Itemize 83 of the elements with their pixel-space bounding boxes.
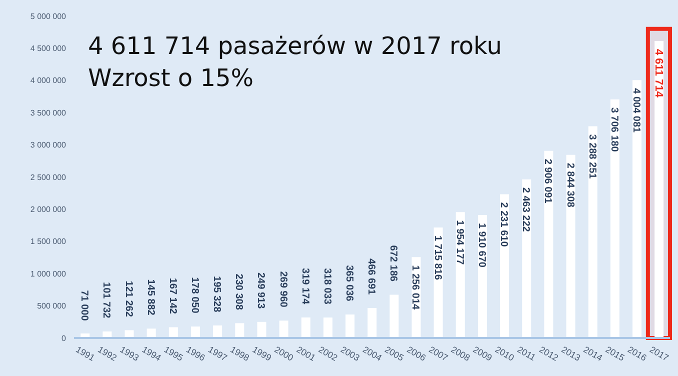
bar <box>235 323 244 338</box>
bar <box>190 326 200 338</box>
bar <box>168 327 178 338</box>
bar <box>257 322 266 338</box>
data-label: 1 256 014 <box>410 265 421 310</box>
data-label: 466 691 <box>366 258 377 296</box>
x-tick-label: 2006 <box>405 344 428 363</box>
x-tick-label: 2013 <box>560 344 582 363</box>
x-tick-label: 1991 <box>74 344 96 363</box>
x-tick-label: 1996 <box>184 344 207 363</box>
bar <box>213 325 222 338</box>
data-label: 365 036 <box>344 265 355 302</box>
data-label: 4 611 714 <box>652 49 665 98</box>
data-label: 2 231 610 <box>498 202 510 248</box>
y-tick-label: 500 000 <box>37 302 67 311</box>
bar <box>346 314 355 338</box>
data-label: 269 960 <box>277 271 288 308</box>
data-label: 1 715 816 <box>432 236 443 280</box>
data-label: 249 913 <box>255 272 266 310</box>
data-label: 145 882 <box>144 279 156 316</box>
x-tick-label: 1997 <box>206 344 229 363</box>
data-label: 178 050 <box>188 277 200 314</box>
data-label: 3 706 180 <box>608 107 620 152</box>
y-tick-label: 1 500 000 <box>30 237 67 246</box>
data-label: 319 174 <box>299 268 310 305</box>
y-tick-label: 3 500 000 <box>30 108 67 118</box>
data-label: 195 328 <box>211 276 222 313</box>
bar <box>279 320 288 338</box>
bar <box>390 294 399 338</box>
x-tick-label: 1994 <box>140 344 163 363</box>
y-tick-label: 4 500 000 <box>30 44 67 54</box>
x-tick-label: 2011 <box>516 344 538 363</box>
data-label: 2 844 308 <box>564 162 576 208</box>
y-tick-label: 0 <box>62 334 67 343</box>
data-label: 4 004 081 <box>630 88 642 134</box>
x-tick-label: 1992 <box>96 344 119 363</box>
x-tick-label: 2016 <box>626 344 648 363</box>
x-tick-label: 2000 <box>272 344 296 363</box>
data-label: 3 288 251 <box>586 134 598 180</box>
x-tick-label: 1993 <box>118 344 141 363</box>
bar <box>124 330 134 338</box>
bar <box>610 99 620 338</box>
x-tick-label: 2002 <box>316 344 340 363</box>
x-tick-label: 2004 <box>361 344 384 363</box>
y-tick-label: 3 000 000 <box>30 140 67 150</box>
x-tick-label: 2012 <box>538 344 560 363</box>
x-tick-label: 2003 <box>339 344 362 363</box>
x-tick-label: 2001 <box>294 344 318 363</box>
data-label: 101 732 <box>100 282 112 319</box>
bar <box>301 317 310 338</box>
data-label: 2 906 091 <box>542 158 554 204</box>
text: Wzrost o 15% <box>88 63 255 94</box>
data-label: 1 954 177 <box>454 220 465 266</box>
text: 4 611 714 pasażerów w 2017 roku <box>88 31 502 62</box>
data-label: 121 262 <box>122 280 134 318</box>
y-tick-label: 1 000 000 <box>30 269 67 278</box>
data-label: 318 033 <box>321 268 332 305</box>
y-tick-label: 4 000 000 <box>30 76 67 86</box>
data-label: 167 142 <box>166 278 178 314</box>
x-tick-label: 2010 <box>494 344 516 363</box>
x-tick-label: 2015 <box>604 344 626 363</box>
data-label: 672 186 <box>388 245 399 282</box>
bar <box>632 80 642 338</box>
y-tick-label: 2 000 000 <box>30 205 67 214</box>
x-tick-label: 2005 <box>383 344 406 363</box>
data-label: 71 000 <box>78 290 90 322</box>
y-tick-label: 5 000 000 <box>30 12 67 21</box>
y-tick-label: 2 500 000 <box>30 172 67 182</box>
bar <box>146 328 156 338</box>
data-label: 1 910 670 <box>476 222 487 268</box>
bar <box>368 308 377 338</box>
data-label: 230 308 <box>233 274 244 310</box>
bar <box>588 126 598 338</box>
data-label: 2 463 222 <box>520 187 532 232</box>
x-tick-label: 2014 <box>582 344 604 363</box>
x-tick-label: 1999 <box>250 344 274 363</box>
x-tick-label: 2009 <box>471 344 494 363</box>
x-tick-label: 1998 <box>228 344 251 363</box>
x-tick-label: 2007 <box>427 344 450 363</box>
x-tick-label: 2017 <box>648 344 670 363</box>
x-tick-label: 2008 <box>449 344 472 363</box>
x-tick-label: 1995 <box>162 344 185 363</box>
bar <box>323 318 332 338</box>
